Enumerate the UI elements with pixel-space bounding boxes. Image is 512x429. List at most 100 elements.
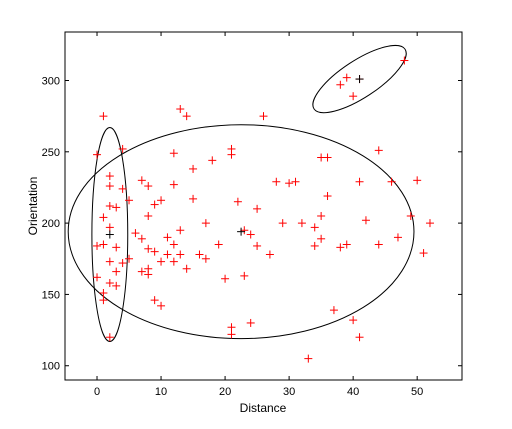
- data-point: [374, 240, 383, 249]
- data-point: [272, 177, 281, 186]
- data-point: [137, 267, 146, 276]
- data-point: [169, 240, 178, 249]
- data-point: [278, 219, 287, 228]
- data-point: [240, 271, 249, 280]
- data-point: [125, 196, 134, 205]
- data-point: [355, 333, 364, 342]
- data-point: [118, 184, 127, 193]
- x-tick-label: 10: [155, 386, 167, 398]
- data-point: [253, 204, 262, 213]
- data-point: [157, 196, 166, 205]
- data-point: [285, 179, 294, 188]
- data-point: [118, 144, 127, 153]
- data-point: [144, 270, 153, 279]
- data-point: [105, 223, 114, 232]
- data-point: [253, 241, 262, 250]
- points-layer: [93, 56, 434, 363]
- data-point: [112, 203, 121, 212]
- data-point: [195, 250, 204, 259]
- y-tick-label: 200: [42, 218, 60, 230]
- data-point: [137, 176, 146, 185]
- data-point: [182, 264, 191, 273]
- y-axis-ticks: 100 150 200 250 300: [42, 75, 462, 373]
- data-point: [169, 149, 178, 158]
- data-point: [413, 176, 422, 185]
- x-tick-label: 50: [411, 386, 423, 398]
- data-point: [317, 234, 326, 243]
- data-point: [355, 177, 364, 186]
- data-point: [310, 241, 319, 250]
- data-point: [169, 180, 178, 189]
- data-point: [342, 240, 351, 249]
- data-point: [150, 200, 159, 209]
- data-point: [189, 164, 198, 173]
- data-point: [265, 250, 274, 259]
- x-tick-label: 30: [283, 386, 295, 398]
- data-point: [329, 306, 338, 315]
- data-point: [93, 273, 102, 282]
- data-point: [336, 243, 345, 252]
- data-point: [361, 216, 370, 225]
- data-point: [125, 254, 134, 263]
- plot-area: [64, 31, 463, 381]
- data-point: [93, 150, 102, 159]
- x-tick-label: 0: [94, 386, 100, 398]
- data-point: [118, 259, 127, 268]
- x-axis-ticks: 0 10 20 30 40 50: [94, 32, 423, 398]
- data-point: [144, 182, 153, 191]
- data-point: [99, 112, 108, 121]
- data-point: [201, 254, 210, 263]
- data-point: [93, 241, 102, 250]
- data-point: [112, 281, 121, 290]
- data-point: [105, 279, 114, 288]
- data-point: [246, 318, 255, 327]
- data-point: [246, 230, 255, 239]
- cluster-center: [105, 230, 114, 239]
- data-point: [182, 112, 191, 121]
- data-point: [208, 156, 217, 165]
- y-tick-label: 150: [42, 289, 60, 301]
- data-point: [137, 234, 146, 243]
- data-point: [105, 202, 114, 210]
- data-point: [176, 250, 185, 259]
- data-point: [99, 240, 108, 249]
- data-point: [150, 247, 159, 256]
- data-point: [176, 226, 185, 235]
- ellipse-layer: [67, 44, 415, 342]
- data-point: [387, 177, 396, 186]
- data-point: [349, 316, 358, 325]
- data-point: [163, 250, 172, 259]
- data-point: [157, 257, 166, 266]
- data-point: [105, 257, 114, 266]
- centers-layer: [105, 75, 364, 239]
- data-point: [240, 226, 249, 235]
- data-point: [189, 194, 198, 203]
- data-point: [214, 240, 223, 249]
- data-point: [310, 223, 319, 232]
- data-point: [291, 177, 300, 186]
- data-point: [112, 243, 121, 252]
- y-tick-label: 300: [42, 75, 60, 87]
- data-point: [131, 229, 140, 238]
- data-point: [374, 146, 383, 155]
- data-point: [233, 197, 242, 206]
- data-point: [317, 211, 326, 220]
- y-tick-label: 100: [42, 361, 60, 373]
- data-point: [105, 172, 114, 181]
- y-tick-label: 250: [42, 147, 60, 159]
- data-point: [99, 296, 108, 305]
- data-point: [169, 257, 178, 266]
- data-point: [201, 219, 210, 228]
- data-point: [393, 233, 402, 242]
- data-point: [304, 354, 313, 363]
- x-tick-label: 20: [219, 386, 231, 398]
- data-point: [406, 211, 415, 220]
- data-point: [419, 249, 428, 258]
- data-point: [400, 56, 409, 65]
- data-point: [105, 333, 114, 342]
- cluster-ellipse: [67, 124, 415, 340]
- x-axis-label: Distance: [240, 401, 287, 415]
- cluster-center: [237, 227, 246, 236]
- data-point: [323, 192, 332, 201]
